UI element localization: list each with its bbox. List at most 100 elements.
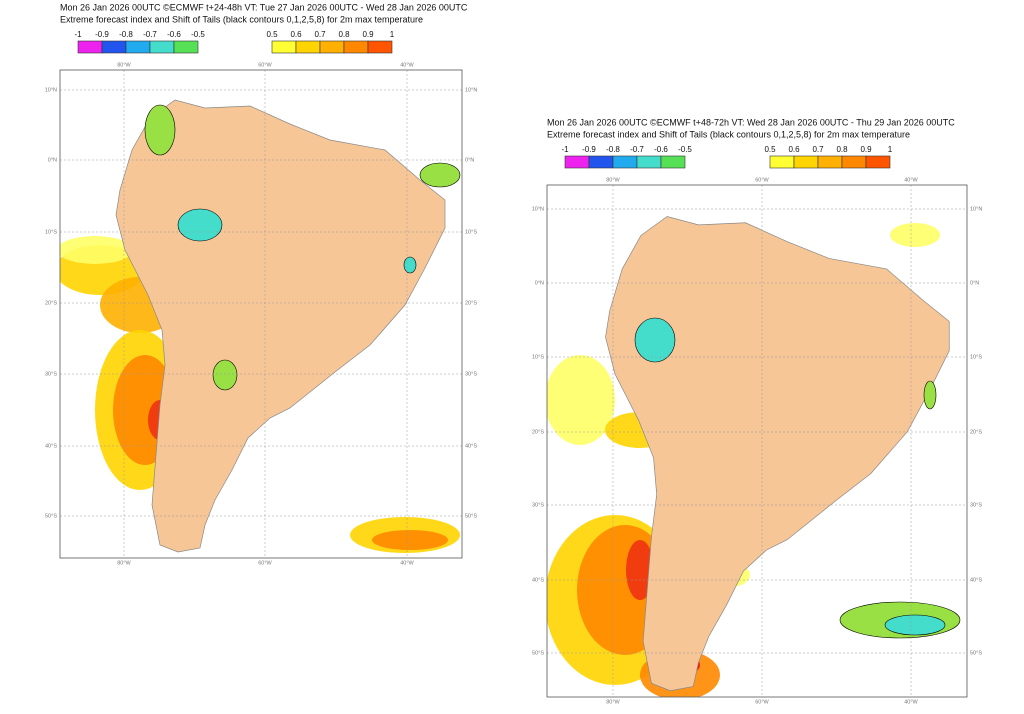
lat-label: 10°N	[532, 206, 544, 212]
anomaly-area	[547, 355, 615, 445]
scale-label: -0.7	[143, 30, 157, 39]
lat-label: 20°S	[970, 429, 982, 435]
scale-swatch	[564, 155, 590, 169]
anomaly-area	[60, 236, 133, 264]
lat-label: 30°S	[970, 502, 982, 508]
title-line: Extreme forecast index and Shift of Tail…	[60, 14, 423, 24]
anomaly-area	[212, 359, 238, 391]
scale-swatch	[865, 155, 891, 169]
lat-label: 0°N	[970, 280, 979, 286]
anomaly-area	[923, 380, 937, 410]
scale-label: 0.7	[812, 145, 824, 154]
scale-swatch	[319, 40, 345, 54]
lon-label: 60°W	[258, 560, 272, 566]
anomaly-area	[884, 614, 946, 636]
scale-swatch	[149, 40, 175, 54]
scale-label: -0.5	[678, 145, 692, 154]
anomaly-area	[626, 540, 654, 600]
lon-label: 80°W	[606, 177, 620, 183]
scale-label: -0.8	[606, 145, 620, 154]
scale-swatch	[295, 40, 321, 54]
lat-label: 10°N	[970, 206, 982, 212]
scale-label: -0.9	[582, 145, 596, 154]
anomaly-area	[372, 530, 448, 550]
scale-label: 1	[390, 30, 395, 39]
map	[60, 70, 462, 558]
scale-label: -0.6	[167, 30, 181, 39]
panel: Mon 26 Jan 2026 00UTC ©ECMWF t+48-72h VT…	[532, 117, 983, 705]
scale-swatch	[793, 155, 819, 169]
anomaly-area	[177, 208, 223, 242]
lat-label: 0°N	[465, 157, 474, 163]
lat-label: 10°S	[465, 229, 477, 235]
scale-swatch	[612, 155, 638, 169]
lat-label: 20°S	[465, 300, 477, 306]
scale-label: 0.6	[788, 145, 800, 154]
lon-label: 40°W	[400, 62, 414, 68]
scale-label: 0.8	[836, 145, 848, 154]
scale-swatch	[841, 155, 867, 169]
lat-label: 10°N	[45, 87, 57, 93]
lon-label: 80°W	[117, 62, 131, 68]
scale-label: -0.9	[95, 30, 109, 39]
lat-label: 40°S	[970, 577, 982, 583]
scale-label: -1	[74, 30, 82, 39]
scale-label: 0.9	[362, 30, 374, 39]
scale-label: 0.5	[266, 30, 278, 39]
lat-label: 10°S	[45, 229, 57, 235]
lat-label: 20°S	[532, 429, 544, 435]
lat-label: 0°N	[48, 157, 57, 163]
lat-label: 40°S	[532, 577, 544, 583]
lat-label: 10°N	[465, 87, 477, 93]
scale-swatch	[271, 40, 297, 54]
scale-label: -1	[561, 145, 569, 154]
scale-label: -0.7	[630, 145, 644, 154]
scale-swatch	[173, 40, 199, 54]
scale-label: 1	[888, 145, 893, 154]
anomaly-area	[144, 104, 176, 156]
anomaly-area	[419, 162, 461, 188]
lat-label: 50°S	[970, 650, 982, 656]
scale-swatch	[101, 40, 127, 54]
lat-label: 0°N	[535, 280, 544, 286]
lon-label: 80°W	[117, 560, 131, 566]
lat-label: 40°S	[465, 443, 477, 449]
continent	[605, 216, 950, 692]
scale-swatch	[343, 40, 369, 54]
anomaly-area	[634, 317, 676, 363]
lon-label: 40°W	[904, 699, 918, 705]
scale-swatch	[588, 155, 614, 169]
anomaly-area	[403, 256, 417, 274]
scale-swatch	[817, 155, 843, 169]
panel: Mon 26 Jan 2026 00UTC ©ECMWF t+24-48h VT…	[45, 2, 478, 566]
scale-swatch	[636, 155, 662, 169]
map-frame	[59, 69, 463, 559]
scale-swatch	[367, 40, 393, 54]
lon-label: 80°W	[606, 699, 620, 705]
scale-label: 0.5	[764, 145, 776, 154]
lat-label: 50°S	[45, 513, 57, 519]
title-line: Mon 26 Jan 2026 00UTC ©ECMWF t+48-72h VT…	[547, 117, 955, 127]
lon-label: 60°W	[755, 699, 769, 705]
lon-label: 40°W	[904, 177, 918, 183]
lat-label: 30°S	[465, 371, 477, 377]
lat-label: 10°S	[532, 354, 544, 360]
lat-label: 30°S	[532, 502, 544, 508]
lat-label: 30°S	[45, 371, 57, 377]
scale-label: 0.8	[338, 30, 350, 39]
anomaly-area	[890, 223, 940, 247]
lat-label: 20°S	[45, 300, 57, 306]
scale-label: -0.8	[119, 30, 133, 39]
title-line: Extreme forecast index and Shift of Tail…	[547, 129, 910, 139]
scale-label: -0.5	[191, 30, 205, 39]
lat-label: 40°S	[45, 443, 57, 449]
lat-label: 50°S	[532, 650, 544, 656]
scale-swatch	[660, 155, 686, 169]
lon-label: 40°W	[400, 560, 414, 566]
lon-label: 60°W	[258, 62, 272, 68]
scale-swatch	[77, 40, 103, 54]
scale-label: 0.9	[860, 145, 872, 154]
lat-label: 50°S	[465, 513, 477, 519]
scale-label: 0.7	[314, 30, 326, 39]
